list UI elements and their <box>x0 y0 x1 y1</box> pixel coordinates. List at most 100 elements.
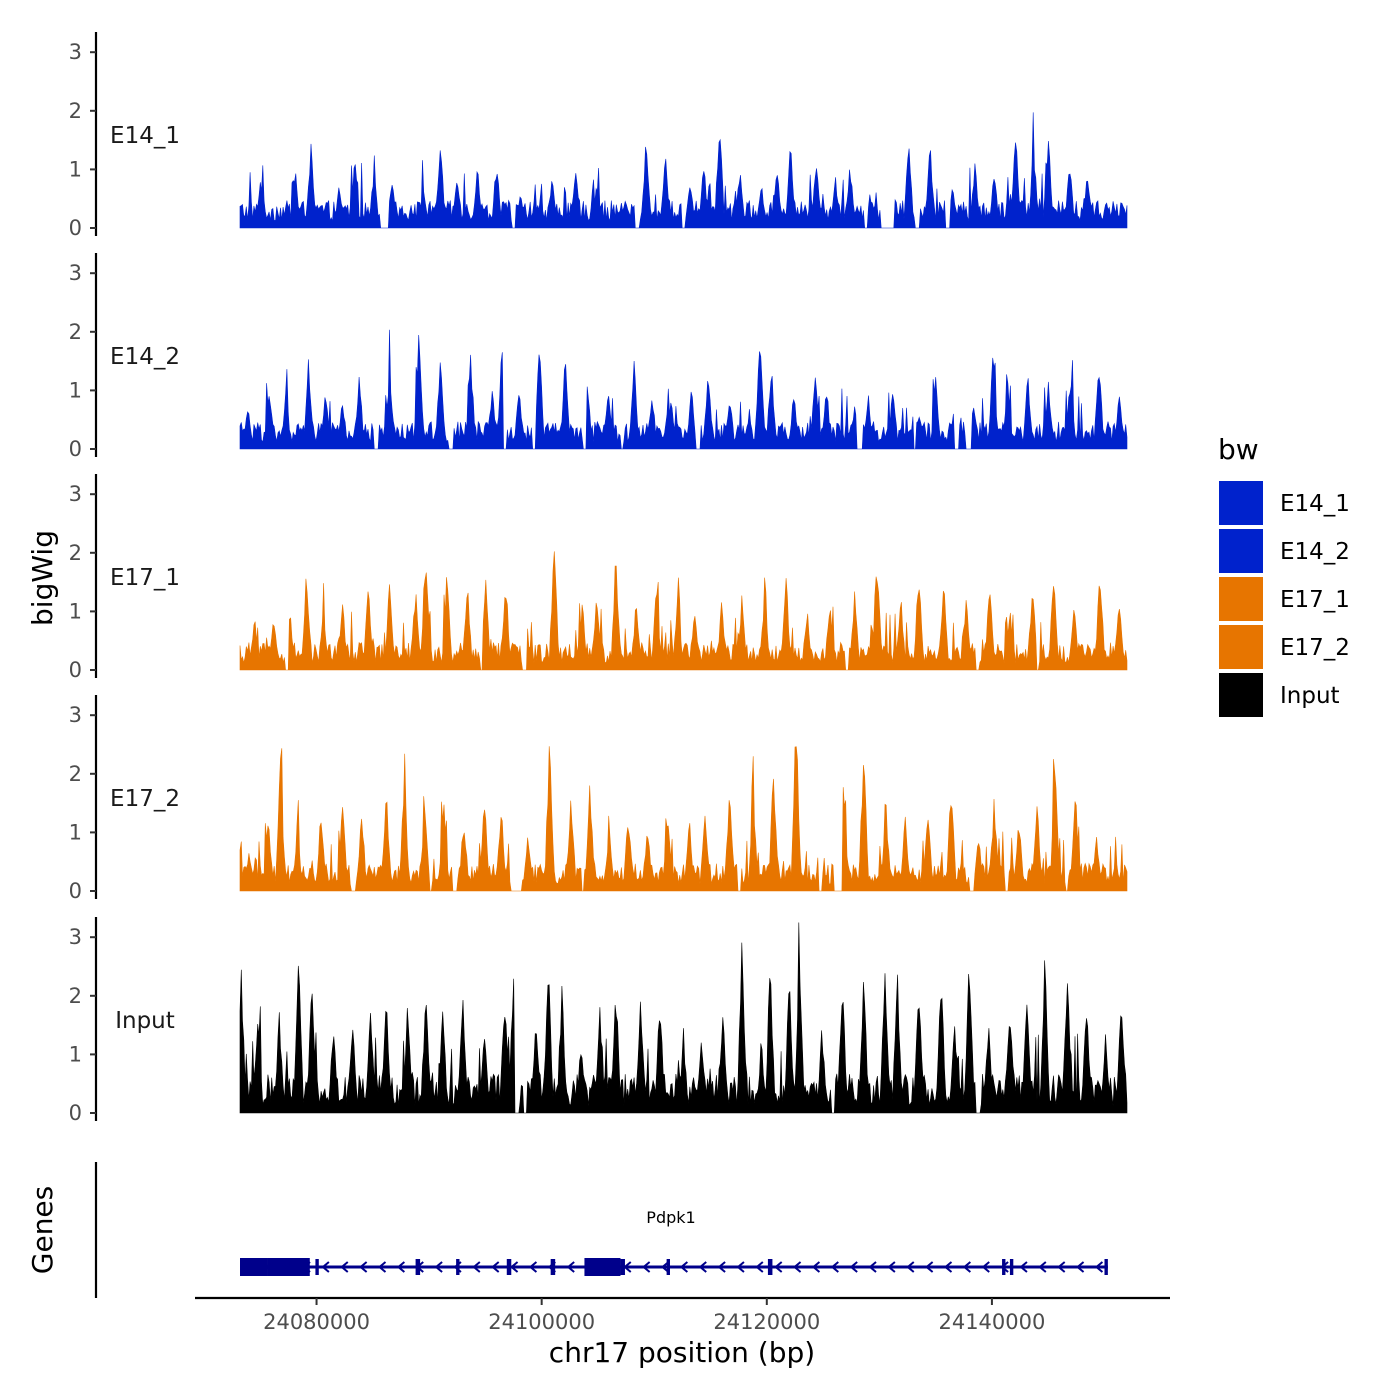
y-tick-label: 3 <box>69 925 82 949</box>
strand-arrow <box>849 1261 858 1273</box>
track-label: E14_1 <box>110 123 180 149</box>
y-tick-label: 1 <box>69 820 82 844</box>
legend-label: Input <box>1280 683 1340 709</box>
gene-exon <box>666 1259 670 1275</box>
strand-arrow <box>491 1261 500 1273</box>
track-e17-1: 0 1 2 3 E17_1 <box>69 474 1128 682</box>
strand-arrow <box>321 1261 330 1273</box>
y-tick-label: 0 <box>69 658 82 682</box>
x-axis: 24080000 24100000 24120000 24140000 chr17 p… <box>195 1296 1170 1369</box>
y-tick-label: 0 <box>69 1101 82 1125</box>
legend-swatch <box>1219 529 1263 573</box>
y-tick-label: 2 <box>69 541 82 565</box>
strand-arrow <box>1094 1261 1104 1273</box>
x-tick-label: 24080000 <box>263 1310 370 1334</box>
strand-arrow <box>793 1261 802 1273</box>
strand-arrow <box>906 1261 915 1273</box>
strand-arrow <box>943 1261 953 1273</box>
x-axis-title: chr17 position (bp) <box>549 1336 815 1369</box>
x-tick-label: 24120000 <box>713 1310 820 1334</box>
gene-exon <box>550 1259 556 1275</box>
strand-arrow <box>717 1261 726 1273</box>
gene-exon <box>1104 1259 1108 1275</box>
y-tick-label: 1 <box>69 599 82 623</box>
y-tick-label: 3 <box>69 703 82 727</box>
strand-arrow <box>981 1261 990 1273</box>
strand-arrow <box>566 1261 575 1273</box>
y-tick-label: 2 <box>69 99 82 123</box>
legend-swatch <box>1219 625 1263 669</box>
y-tick-label: 0 <box>69 879 82 903</box>
coverage-area <box>239 112 1128 229</box>
strand-arrow <box>377 1261 387 1273</box>
coverage-area <box>239 551 1128 671</box>
y-tick-label: 3 <box>69 40 82 64</box>
strand-arrow <box>868 1261 877 1273</box>
strand-arrow <box>359 1261 368 1273</box>
y-tick-label: 3 <box>69 261 82 285</box>
y-tick-label: 0 <box>69 437 82 461</box>
legend-item: E14_2 <box>1219 529 1350 573</box>
legend-title: bw <box>1218 433 1259 466</box>
track-label: Input <box>115 1008 175 1034</box>
y-tick-label: 2 <box>69 762 82 786</box>
gene-exon <box>1009 1259 1014 1275</box>
strand-arrow <box>604 1261 613 1273</box>
strand-arrow <box>925 1261 934 1273</box>
legend-item: E17_1 <box>1219 577 1350 621</box>
legend-swatch <box>1219 577 1263 621</box>
strand-arrow <box>679 1261 689 1273</box>
gene-exon <box>620 1259 625 1275</box>
strand-arrow <box>962 1261 972 1273</box>
strand-arrow <box>585 1261 594 1273</box>
strand-arrow <box>811 1261 821 1273</box>
strand-arrow <box>340 1261 349 1273</box>
gene-exon <box>267 1258 310 1276</box>
y-tick-label: 3 <box>69 482 82 506</box>
strand-arrow <box>415 1261 424 1273</box>
x-tick-label: 24140000 <box>938 1310 1045 1334</box>
strand-arrow <box>434 1261 443 1273</box>
genes-panel: Genes Pdpk1 <box>26 1162 1108 1298</box>
genes-axis-title: Genes <box>26 1186 59 1274</box>
track-label: E14_2 <box>110 344 180 370</box>
y-tick-label: 1 <box>69 1042 82 1066</box>
legend-items: E14_1 E14_2 E17_1 E17_2 Input <box>1219 481 1350 717</box>
y-tick-label: 0 <box>69 216 82 240</box>
bigwig-tracks: 0 1 2 3 E14_1 0 1 2 3 E14_2 0 1 2 3 E17_1 0 1 2 3 E17_2 0 1 2 3… <box>69 32 1128 1125</box>
gene-exon <box>506 1259 512 1275</box>
legend-label: E14_2 <box>1280 539 1350 565</box>
x-tick-label: 24100000 <box>488 1310 595 1334</box>
gene-exon <box>315 1259 319 1275</box>
strand-arrow <box>528 1261 538 1273</box>
x-ticks: 24080000 24100000 24120000 24140000 <box>263 1298 1045 1334</box>
strand-arrow <box>736 1261 745 1273</box>
gene-models: Pdpk1 <box>240 1208 1108 1276</box>
strand-arrow <box>1057 1261 1066 1273</box>
strand-arrow <box>830 1261 839 1273</box>
gene-exon <box>1002 1259 1006 1275</box>
track-label: E17_2 <box>110 786 180 812</box>
track-e14-1: 0 1 2 3 E14_1 <box>69 32 1128 240</box>
strand-arrow <box>642 1261 651 1273</box>
coverage-area <box>239 329 1128 450</box>
strand-arrow <box>283 1261 292 1273</box>
strand-arrow <box>472 1261 481 1273</box>
coverage-area <box>239 746 1128 892</box>
strand-arrow <box>755 1261 764 1273</box>
gene-exon <box>767 1259 773 1275</box>
strand-arrow <box>396 1261 406 1273</box>
legend-item: E17_2 <box>1219 625 1350 669</box>
legend-label: E14_1 <box>1280 491 1350 517</box>
strand-arrow <box>264 1261 273 1273</box>
y-tick-label: 2 <box>69 984 82 1008</box>
y-tick-label: 1 <box>69 378 82 402</box>
legend-item: Input <box>1219 673 1340 717</box>
coverage-area <box>239 922 1128 1114</box>
legend-swatch <box>1219 673 1263 717</box>
strand-arrow <box>660 1261 670 1273</box>
legend-item: E14_1 <box>1219 481 1350 525</box>
strand-arrow <box>1000 1261 1009 1273</box>
